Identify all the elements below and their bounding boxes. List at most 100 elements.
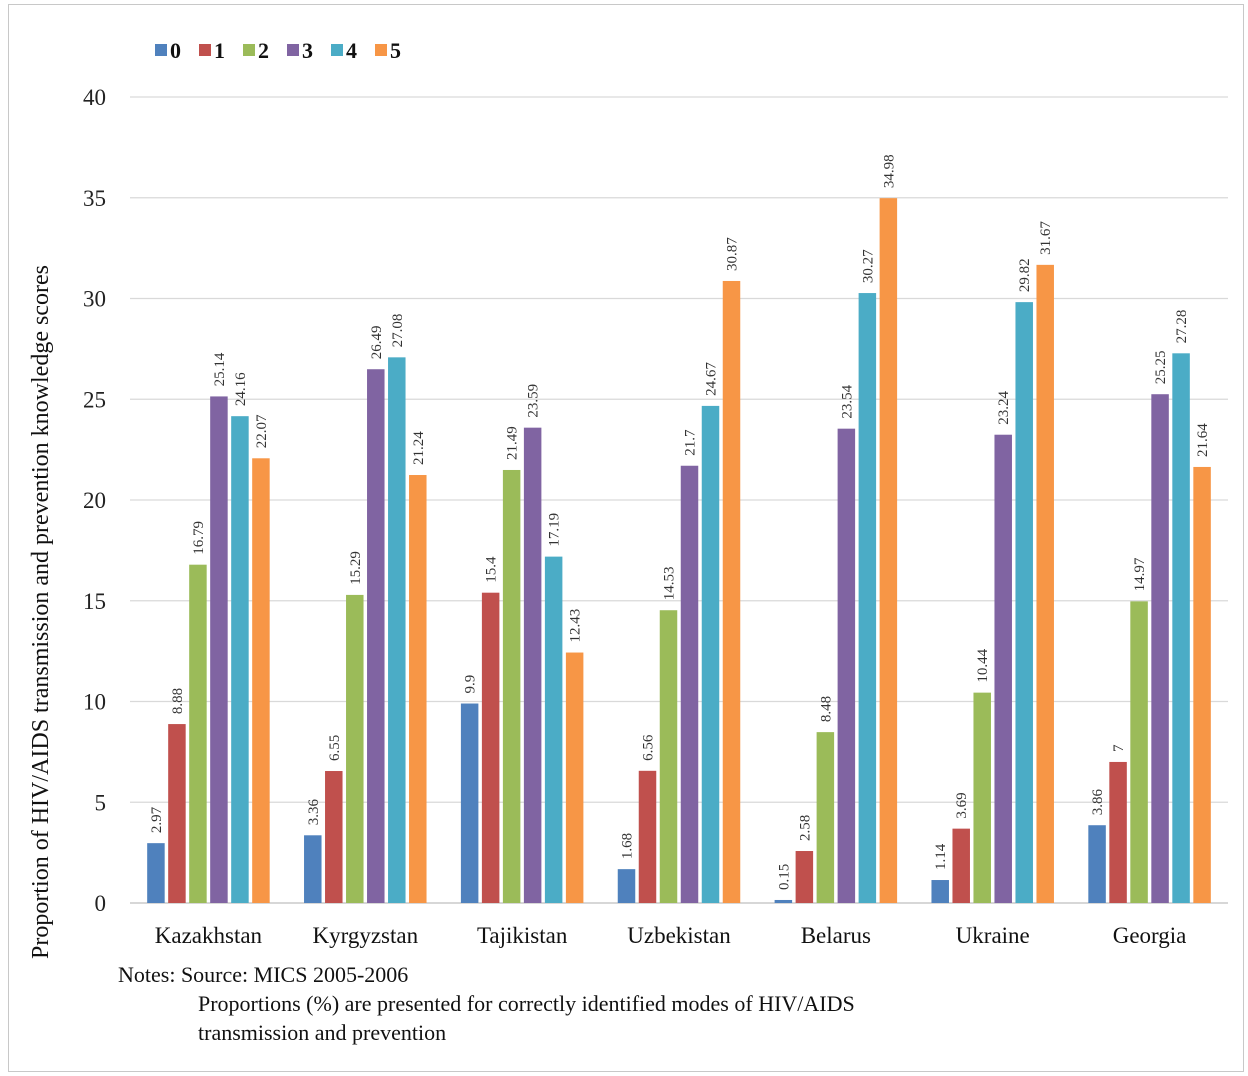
data-label: 16.79 <box>191 521 207 555</box>
data-label: 14.97 <box>1132 557 1148 591</box>
bar-kazakhstan-3 <box>210 396 228 903</box>
legend-label-5: 5 <box>390 38 401 63</box>
gridlines <box>130 96 1228 904</box>
data-label: 8.48 <box>818 696 834 722</box>
bar-kyrgyzstan-3 <box>367 369 385 903</box>
data-label: 14.53 <box>662 566 678 600</box>
bar-belarus-1 <box>795 851 814 903</box>
bar-uzbekistan-4 <box>701 405 720 903</box>
notes-description-cont: transmission and prevention <box>198 1020 447 1045</box>
data-label: 26.49 <box>369 325 385 359</box>
x-tick-label: Ukraine <box>956 923 1030 948</box>
bar-ukraine-1 <box>952 828 970 903</box>
bar-belarus-2 <box>816 732 835 903</box>
y-tick-label: 25 <box>83 387 106 412</box>
y-tick-label: 5 <box>95 790 107 815</box>
data-label: 6.55 <box>327 735 343 761</box>
y-axis-label: Proportion of HIV/AIDS transmission and … <box>28 265 54 959</box>
bar-kyrgyzstan-0 <box>304 835 322 903</box>
bar-tajikistan-4 <box>544 556 563 903</box>
data-label: 15.29 <box>348 551 364 585</box>
data-label: 3.36 <box>306 799 322 826</box>
bar-kazakhstan-4 <box>231 416 249 903</box>
bar-tajikistan-5 <box>565 652 584 903</box>
bar-uzbekistan-5 <box>722 280 741 904</box>
data-label: 29.82 <box>1017 258 1033 292</box>
y-tick-label: 10 <box>83 690 106 715</box>
legend-label-2: 2 <box>258 38 269 63</box>
bar-georgia-4 <box>1172 353 1190 904</box>
bar-georgia-1 <box>1109 761 1127 903</box>
bar-kazakhstan-0 <box>147 843 165 903</box>
bar-kazakhstan-1 <box>168 724 186 903</box>
y-tick-label: 20 <box>83 488 106 513</box>
bar-belarus-4 <box>858 293 877 903</box>
legend-swatch-0 <box>155 44 167 56</box>
data-label: 21.24 <box>411 431 427 465</box>
data-label: 30.27 <box>860 249 876 283</box>
data-label: 23.54 <box>839 384 855 418</box>
data-label: 0.15 <box>776 864 792 890</box>
x-axis-ticks: Kazakhstan Kyrgyzstan Tajikistan Uzbekistan… <box>155 923 1187 948</box>
data-label: 3.86 <box>1090 788 1106 815</box>
data-labels: 2.97 8.88 16.79 25.14 24.16 22.07 3.36 6.55 15.2… <box>149 154 1211 890</box>
data-label: 12.43 <box>568 609 584 643</box>
x-tick-label: Kazakhstan <box>155 923 263 948</box>
notes-description: Proportions (%) are presented for correc… <box>198 991 855 1016</box>
bar-kyrgyzstan-4 <box>388 357 406 903</box>
bar-ukraine-2 <box>973 692 991 903</box>
y-tick-label: 15 <box>83 589 106 614</box>
bar-kyrgyzstan-5 <box>409 475 427 903</box>
y-tick-label: 30 <box>83 287 106 312</box>
legend-label-4: 4 <box>346 38 357 63</box>
legend-swatch-5 <box>375 44 387 56</box>
bar-uzbekistan-3 <box>680 465 699 903</box>
bar-ukraine-0 <box>931 880 949 903</box>
y-tick-label: 0 <box>95 891 107 916</box>
data-label: 25.25 <box>1153 350 1169 384</box>
x-tick-label: Georgia <box>1113 923 1187 948</box>
data-label: 21.49 <box>505 426 521 460</box>
legend-swatch-1 <box>199 44 211 56</box>
data-label: 7 <box>1111 744 1127 752</box>
legend-label-0: 0 <box>170 38 181 63</box>
bar-georgia-2 <box>1130 601 1148 903</box>
notes-source: Notes: Source: MICS 2005-2006 <box>118 962 409 987</box>
data-label: 25.14 <box>212 352 228 386</box>
data-label: 24.16 <box>233 372 249 406</box>
data-label: 23.24 <box>996 390 1012 424</box>
data-label: 30.87 <box>725 237 741 271</box>
legend-swatch-3 <box>287 44 299 56</box>
notes: Notes: Source: MICS 2005-2006 Proportion… <box>118 960 855 1047</box>
legend-swatch-2 <box>243 44 255 56</box>
data-label: 10.44 <box>975 648 991 682</box>
y-axis-ticks: 0 5 10 15 20 25 30 35 40 <box>83 85 106 916</box>
bar-ukraine-5 <box>1036 264 1054 903</box>
legend-swatch-4 <box>331 44 343 56</box>
legend-label-1: 1 <box>214 38 225 63</box>
data-label: 21.64 <box>1195 423 1211 457</box>
bars <box>147 198 1211 904</box>
data-label: 23.59 <box>526 384 542 418</box>
data-label: 2.97 <box>149 806 165 833</box>
bar-kyrgyzstan-1 <box>325 771 343 903</box>
data-label: 21.7 <box>683 429 699 456</box>
bar-uzbekistan-0 <box>617 869 636 903</box>
x-tick-label: Belarus <box>801 923 871 948</box>
data-label: 17.19 <box>547 513 563 547</box>
data-label: 6.56 <box>641 734 657 761</box>
data-label: 8.88 <box>170 688 186 714</box>
data-label: 2.58 <box>797 815 813 841</box>
x-tick-label: Uzbekistan <box>627 923 731 948</box>
bar-ukraine-3 <box>994 434 1012 903</box>
data-label: 9.9 <box>463 675 479 694</box>
data-label: 31.67 <box>1038 221 1054 255</box>
bar-uzbekistan-2 <box>659 610 678 903</box>
x-tick-label: Tajikistan <box>477 923 568 948</box>
bar-tajikistan-1 <box>481 592 500 903</box>
data-label: 1.68 <box>620 833 636 859</box>
y-tick-label: 40 <box>83 85 106 110</box>
bar-belarus-3 <box>837 428 856 903</box>
data-label: 22.07 <box>254 414 270 448</box>
